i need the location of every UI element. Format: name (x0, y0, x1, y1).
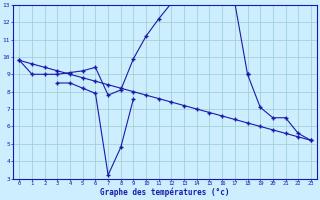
X-axis label: Graphe des températures (°c): Graphe des températures (°c) (100, 188, 230, 197)
